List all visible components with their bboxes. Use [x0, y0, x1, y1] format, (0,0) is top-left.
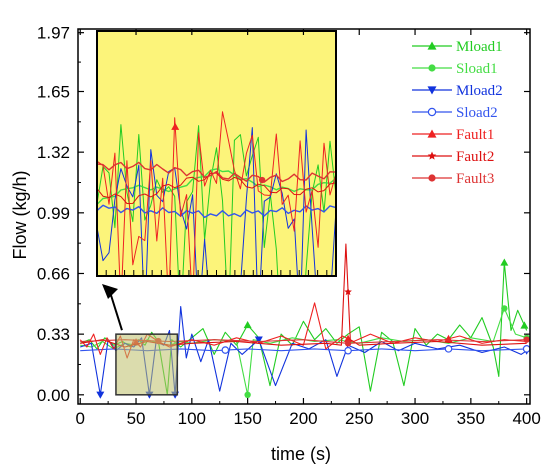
legend-marker: [428, 174, 436, 182]
legend-item-Mload1: Mload1: [412, 39, 503, 55]
x-tick-label: 100: [178, 409, 206, 428]
legend-label: Sload1: [456, 61, 498, 77]
data-point-Mload2: [254, 336, 263, 344]
x-axis-title: time (s): [271, 444, 331, 464]
legend-marker: [428, 64, 436, 72]
legend-marker: [427, 86, 437, 95]
legend-label: Fault3: [456, 171, 494, 187]
zoom-arrow-head: [102, 284, 118, 299]
y-tick-label: 1.32: [37, 143, 70, 162]
y-tick-label: 0.99: [37, 204, 70, 223]
legend-marker: [427, 107, 437, 117]
x-tick-label: 150: [233, 409, 261, 428]
inset-line-Fault1: [97, 111, 336, 276]
y-tick-label: 0.66: [37, 264, 70, 283]
legend-marker: [427, 129, 437, 138]
data-point-Mload2: [96, 391, 105, 399]
legend-item-Fault1: Fault1: [412, 127, 494, 143]
legend-item-Fault3: Fault3: [412, 171, 494, 187]
x-tick-label: 250: [345, 409, 373, 428]
y-tick-label: 0.00: [37, 386, 70, 405]
inset-series: [97, 111, 336, 276]
inset-line-Fault3: [97, 161, 336, 183]
legend-label: Sload2: [456, 105, 498, 121]
legend-label: Fault2: [456, 149, 494, 165]
y-axis-title: Flow (kg/h): [10, 170, 30, 259]
data-point-Fault3: [344, 340, 352, 347]
axes: 0 50 100 150 200 250 300 350 400 0.00 0.33 0.66 0.99…: [37, 24, 541, 428]
legend-item-Sload2: Sload2: [412, 105, 498, 121]
inset-background: [97, 31, 336, 276]
data-point-Sload2: [444, 345, 453, 353]
x-tick-label: 200: [289, 409, 317, 428]
zoom-box: [115, 333, 179, 396]
data-point-Mload1: [500, 258, 509, 266]
data-point-Fault2: [344, 287, 352, 296]
legend-label: Mload2: [456, 83, 503, 99]
legend-item-Mload2: Mload2: [412, 83, 503, 99]
y-tick-label: 1.65: [37, 83, 70, 102]
legend-marker: [427, 41, 437, 50]
x-tick-label: 0: [75, 409, 84, 428]
inset-line-Sload2: [97, 204, 336, 219]
y-tick-label: 0.33: [37, 325, 70, 344]
inset-line-Fault2: [97, 172, 336, 204]
data-point-Fault3: [523, 336, 530, 343]
data-point-Sload2: [522, 345, 530, 353]
legend-item-Fault2: Fault2: [412, 149, 494, 165]
x-tick-label: 50: [127, 409, 146, 428]
legend-item-Sload1: Sload1: [412, 61, 498, 77]
x-tick-label: 400: [512, 409, 540, 428]
series-line-Fault1: [79, 302, 527, 359]
legend-label: Mload1: [456, 39, 503, 55]
zoom-arrow: [109, 291, 123, 331]
zoom-indicator: [102, 284, 179, 396]
data-point-Sload1: [244, 391, 251, 399]
data-point-Sload2: [344, 346, 352, 355]
inset-point-Fault1: [171, 122, 180, 130]
y-tick-label: 1.97: [37, 24, 70, 43]
inset-line-Sload1: [97, 168, 336, 205]
legend-label: Fault1: [456, 127, 494, 143]
legend-marker: [427, 151, 437, 160]
data-point-Mload1: [243, 320, 252, 329]
inset-point-Fault3: [258, 176, 266, 184]
x-tick-label: 350: [457, 409, 485, 428]
inset-plot: [96, 30, 337, 277]
inset-line-Mload2: [97, 127, 336, 276]
legend: Mload1 Sload1 Mload2 Sload2 Fault1 Fault2 Faul…: [412, 39, 503, 187]
data-point-Sload2: [221, 346, 230, 354]
data-point-Sload1: [501, 305, 508, 312]
x-tick-label: 300: [401, 409, 429, 428]
data-point-Mload1: [520, 321, 529, 329]
